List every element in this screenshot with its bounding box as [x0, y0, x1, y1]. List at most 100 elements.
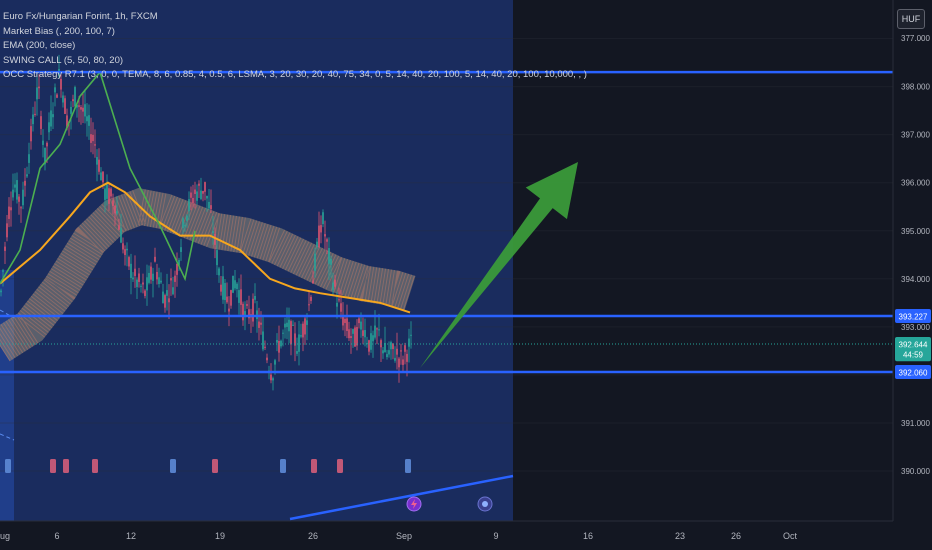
- candle-body: [54, 87, 56, 93]
- candle-body: [176, 264, 178, 275]
- candle-body: [318, 225, 320, 247]
- candle-body: [374, 325, 376, 338]
- candle-body: [296, 351, 298, 354]
- candle-body: [410, 334, 412, 336]
- buy-signal-marker[interactable]: [5, 459, 11, 473]
- candle-body: [230, 290, 232, 306]
- candle-body: [162, 291, 164, 304]
- candle-body: [386, 354, 388, 358]
- candle-body: [116, 211, 118, 214]
- sell-signal-marker[interactable]: [337, 459, 343, 473]
- candle-body: [262, 331, 264, 350]
- candle-body: [96, 157, 98, 165]
- price-tick-label: 396.000: [901, 179, 930, 188]
- candle-body: [384, 342, 386, 353]
- candle-body: [324, 234, 326, 237]
- candle-body: [372, 335, 374, 342]
- sell-signal-marker[interactable]: [92, 459, 98, 473]
- time-axis-background: [0, 521, 932, 550]
- candle-body: [132, 277, 134, 280]
- buy-signal-marker[interactable]: [280, 459, 286, 473]
- dashed-guide-top: [0, 309, 15, 319]
- candle-body: [322, 212, 324, 225]
- candle-body: [2, 270, 4, 272]
- buy-signal-marker[interactable]: [170, 459, 176, 473]
- candle-body: [140, 285, 142, 287]
- ema-200-line: [0, 181, 411, 314]
- candle-body: [44, 147, 46, 165]
- candle-body: [92, 134, 94, 142]
- candle-body: [152, 273, 154, 281]
- currency-button[interactable]: HUF: [897, 9, 925, 29]
- candle-body: [208, 201, 210, 209]
- sell-signal-marker[interactable]: [311, 459, 317, 473]
- candle-body: [20, 207, 22, 209]
- candle-body: [160, 280, 162, 283]
- candle-body: [264, 346, 266, 348]
- sell-signal-marker[interactable]: [50, 459, 56, 473]
- buy-signal-marker[interactable]: [405, 459, 411, 473]
- candle-body: [320, 225, 322, 233]
- candle-body: [148, 272, 150, 283]
- candle-body: [378, 329, 380, 331]
- candle-body: [214, 233, 216, 245]
- candle-body: [28, 154, 30, 163]
- candle-body: [390, 342, 392, 350]
- candle-body: [376, 328, 378, 330]
- candle-body: [244, 311, 246, 318]
- price-label-box: [895, 365, 931, 380]
- candle-body: [400, 350, 402, 352]
- candle-body: [24, 180, 26, 186]
- candle-body: [340, 303, 342, 312]
- candle-body: [242, 303, 244, 321]
- candle-body: [382, 350, 384, 354]
- candle-body: [330, 258, 332, 265]
- candle-body: [358, 318, 360, 324]
- candle-body: [204, 182, 206, 192]
- candle-body: [294, 333, 296, 346]
- time-tick-label: Sep: [396, 531, 412, 541]
- candle-body: [114, 205, 116, 214]
- candle-body: [142, 282, 144, 285]
- candle-body: [40, 116, 42, 129]
- candle-body: [4, 246, 6, 251]
- candle-body: [12, 189, 14, 198]
- indicator-occ-strategy[interactable]: OCC Strategy R7.1 (3, 0, 0, TEMA, 8, 6, …: [3, 69, 587, 80]
- candle-body: [52, 114, 54, 118]
- up-arrow-drawing[interactable]: [420, 162, 578, 368]
- indicator-ema[interactable]: EMA (200, close): [3, 40, 76, 51]
- candle-body: [198, 183, 200, 186]
- indicator-swing-call[interactable]: SWING CALL (5, 50, 80, 20): [3, 54, 124, 66]
- candle-body: [370, 333, 372, 350]
- candle-body: [196, 191, 198, 201]
- sell-signal-marker[interactable]: [63, 459, 69, 473]
- candle-body: [32, 114, 34, 125]
- candle-body: [168, 298, 170, 303]
- candle-body: [170, 278, 172, 281]
- candle-body: [78, 105, 80, 107]
- candle-body: [352, 329, 354, 334]
- time-tick-label: 6: [54, 531, 59, 541]
- candle-body: [60, 78, 62, 90]
- trend-line[interactable]: [289, 474, 514, 521]
- candle-body: [184, 224, 186, 227]
- symbol-title[interactable]: Euro Fx/Hungarian Forint, 1h, FXCM: [3, 11, 158, 22]
- economic-event-dot: [482, 501, 488, 507]
- indicator-market-bias[interactable]: Market Bias (, 200, 100, 7): [3, 25, 115, 37]
- candle-body: [284, 323, 286, 328]
- candle-body: [166, 290, 168, 296]
- candle-body: [0, 290, 2, 293]
- candle-body: [26, 174, 28, 177]
- candle-body: [228, 308, 230, 312]
- candle-body: [232, 275, 234, 293]
- candle-body: [200, 190, 202, 199]
- candle-body: [406, 353, 408, 362]
- price-tick-label: 398.000: [901, 83, 930, 92]
- candle-body: [6, 223, 8, 238]
- candle-body: [290, 321, 292, 345]
- candle-body: [240, 289, 242, 305]
- candle-body: [350, 336, 352, 339]
- sell-signal-marker[interactable]: [212, 459, 218, 473]
